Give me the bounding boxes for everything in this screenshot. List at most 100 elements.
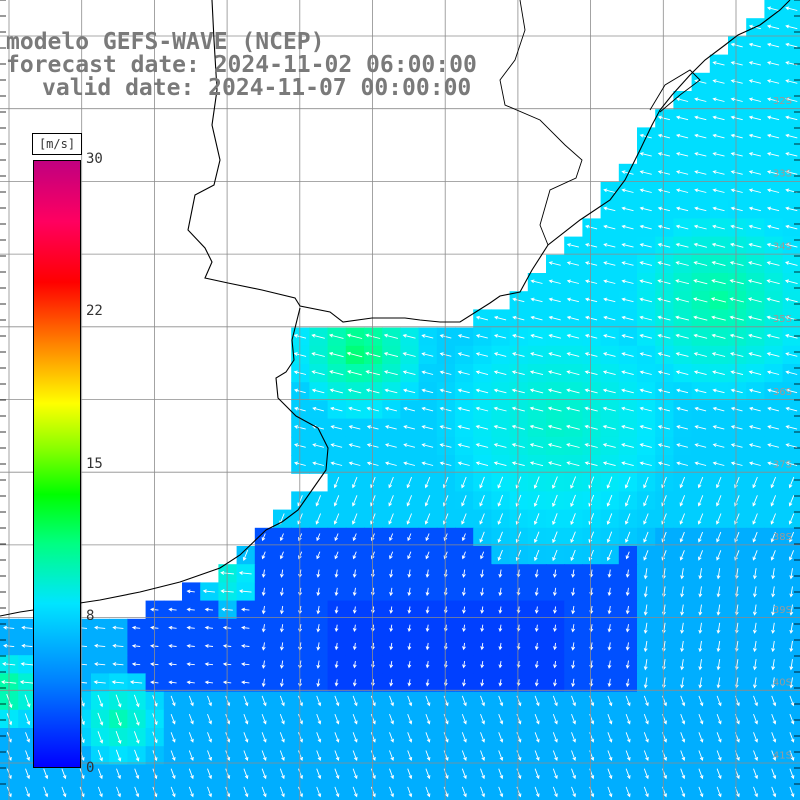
wind-arrow (680, 695, 686, 707)
wind-arrow (729, 279, 744, 285)
wind-arrow (279, 624, 284, 633)
wind-arrow (566, 388, 580, 394)
wind-arrow (461, 768, 467, 780)
wind-arrow (698, 604, 703, 616)
wind-arrow (243, 732, 249, 743)
wind-arrow (747, 279, 762, 285)
wind-arrow (552, 786, 558, 798)
wind-arrow (675, 224, 689, 230)
model-title: modelo GEFS-WAVE (NCEP) (6, 29, 325, 55)
wind-arrow (328, 333, 344, 339)
wind-arrow (461, 551, 466, 560)
wind-arrow (698, 713, 704, 725)
wind-arrow (771, 659, 776, 671)
wind-arrow (388, 513, 394, 525)
wind-arrow (771, 786, 777, 798)
wind-cell (782, 746, 800, 765)
wind-arrow (493, 352, 507, 357)
wind-arrow (462, 661, 466, 669)
wind-arrow (279, 533, 284, 542)
wind-arrow (493, 370, 507, 376)
wind-arrow (389, 713, 394, 725)
wind-arrow (716, 695, 722, 707)
wind-arrow (694, 170, 707, 175)
wind-arrow (547, 424, 562, 430)
wind-arrow (511, 370, 525, 376)
wind-arrow (480, 569, 485, 578)
wind-arrow (425, 713, 431, 725)
wind-arrow (497, 494, 504, 507)
wind-arrow (621, 243, 634, 248)
wind-arrow (493, 443, 507, 448)
wind-arrow (603, 334, 616, 339)
wind-arrow (188, 695, 194, 707)
wind-arrow (553, 624, 557, 633)
wind-arrow (461, 713, 467, 725)
wind-arrow (407, 768, 413, 780)
wind-arrow (766, 97, 780, 102)
wind-arrow (716, 604, 721, 616)
wind-arrow (680, 622, 685, 634)
wind-arrow (553, 661, 557, 669)
wind-arrow (621, 461, 634, 467)
wind-arrow (680, 786, 686, 798)
wind-arrow (716, 568, 721, 580)
wind-arrow (188, 713, 194, 725)
wind-arrow (643, 622, 648, 634)
colorbar-tick-8: 8 (86, 608, 95, 624)
wind-arrow (789, 604, 794, 616)
wind-arrow (388, 476, 394, 489)
wind-arrow (712, 152, 725, 157)
wind-arrow (588, 531, 595, 543)
wind-arrow (643, 677, 648, 689)
wind-arrow (607, 642, 612, 651)
wind-arrow (202, 589, 215, 594)
wind-arrow (279, 768, 285, 780)
wind-arrow (639, 206, 652, 212)
wind-arrow (584, 315, 598, 321)
wind-arrow (789, 568, 794, 580)
wind-arrow (479, 531, 485, 543)
wind-arrow (238, 571, 252, 575)
wind-arrow (766, 6, 780, 11)
wind-arrow (261, 678, 266, 688)
wind-arrow (97, 786, 103, 798)
wind-arrow (698, 768, 704, 780)
wind-arrow (298, 750, 303, 761)
wind-arrow (766, 261, 780, 266)
wind-arrow (675, 133, 689, 139)
wind-arrow (534, 549, 540, 562)
wind-arrow (425, 551, 430, 560)
wind-arrow (771, 732, 777, 743)
wind-arrow (425, 587, 430, 597)
wind-arrow (657, 279, 671, 285)
wind-arrow (352, 495, 358, 507)
wind-arrow (643, 586, 648, 598)
wind-arrow (767, 406, 780, 412)
wind-arrow (716, 677, 721, 689)
wind-arrow (657, 133, 671, 139)
wind-arrow (115, 694, 122, 708)
wind-arrow (475, 443, 489, 448)
wind-arrow (657, 170, 671, 175)
wind-arrow (657, 443, 671, 448)
wind-arrow (389, 679, 394, 687)
wind-arrow (457, 425, 470, 430)
wind-arrow (352, 624, 357, 633)
wind-arrow (680, 659, 685, 671)
wind-arrow (243, 713, 249, 725)
wind-arrow (767, 388, 780, 394)
wind-arrow (316, 713, 322, 725)
wind-arrow (698, 677, 703, 689)
wind-arrow (406, 513, 413, 525)
wind-arrow (530, 352, 543, 357)
wind-arrow (406, 476, 413, 489)
lagoon-path (649, 69, 701, 113)
wind-arrow (730, 206, 743, 212)
wind-arrow (475, 388, 489, 394)
wind-arrow (552, 768, 558, 780)
wind-arrow (439, 443, 452, 448)
wind-arrow (657, 406, 671, 412)
wind-arrow (168, 680, 177, 685)
wind-arrow (457, 461, 470, 466)
